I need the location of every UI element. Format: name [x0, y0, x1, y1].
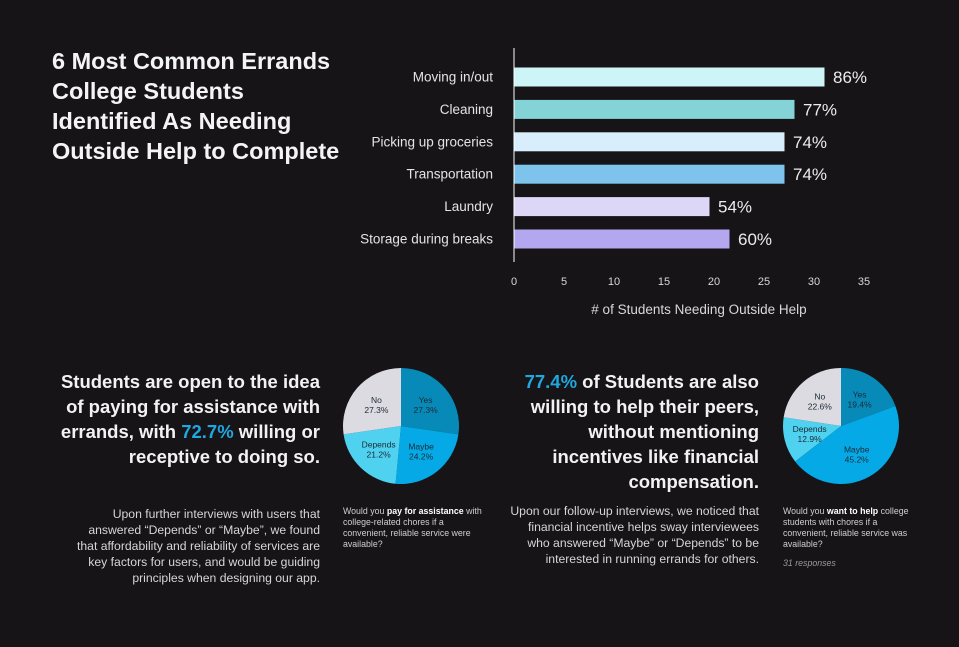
pie-label: Yes 27.3% — [414, 395, 439, 415]
claim-paying-text: Students are open to the idea of paying … — [60, 371, 320, 442]
data-label: 86% — [833, 68, 867, 87]
q2-bold: want to help — [826, 506, 879, 516]
pie-slice-yes — [841, 368, 896, 426]
pie-slice-depends — [343, 426, 401, 484]
x-tick-label: 20 — [708, 276, 720, 288]
claim-paying: Students are open to the idea of paying … — [60, 369, 320, 469]
pie-label: No 27.3% — [364, 395, 389, 415]
category-label: Transportation — [406, 167, 493, 182]
bar-transportation — [514, 164, 785, 184]
pie-slice-maybe — [395, 426, 459, 484]
bar-chart-bars — [514, 67, 825, 249]
pie-chart-paying: Yes 27.3% Maybe 24.2% Depends 21.2% No 27.3% — [342, 368, 460, 484]
bar-cleaning — [514, 99, 795, 119]
category-label: Storage during breaks — [360, 232, 493, 247]
x-axis-label: # of Students Needing Outside Help — [591, 302, 806, 317]
data-label: 74% — [793, 133, 827, 152]
claim-helping-highlight: 77.4% — [524, 371, 578, 392]
data-label: 74% — [793, 165, 827, 184]
page-title: 6 Most Common Errands College Students I… — [52, 48, 340, 164]
claim-helping-text: of Students are also willing to help the… — [530, 371, 759, 492]
category-label: Picking up groceries — [371, 134, 493, 149]
pie-label: Depends 12.9% — [793, 424, 827, 444]
claim-helping: 77.4% of Students are also willing to he… — [495, 369, 759, 494]
bar-laundry — [514, 197, 710, 217]
q2-text-end: college students with chores if a conven… — [783, 506, 909, 549]
survey-question-helping: Would you want to help college students … — [783, 506, 913, 550]
bar-moving-in-out — [514, 67, 825, 87]
q1-bold: pay for assistance — [386, 506, 464, 516]
note-paying: Upon further interviews with users that … — [77, 507, 320, 585]
data-label: 60% — [738, 230, 772, 249]
survey-question-paying: Would you pay for assistance with colleg… — [343, 506, 483, 550]
x-tick-label: 25 — [758, 276, 770, 288]
bar-chart-text: 0 5 10 15 20 25 30 35 Moving in/out 86% Cleaning 77… — [360, 68, 870, 317]
pie-chart-helping: Yes 19.4% Maybe 45.2% Depends 12.9% No 22.6% — [782, 368, 900, 485]
bar-picking-up-groceries — [514, 132, 785, 152]
pie-label: No 22.6% — [808, 391, 833, 411]
q1-text: Would you — [343, 506, 387, 516]
q2-text: Would you — [783, 506, 827, 516]
category-label: Laundry — [444, 199, 493, 214]
category-label: Cleaning — [440, 102, 493, 117]
data-label: 54% — [718, 198, 752, 217]
pie-label: Maybe 45.2% — [844, 444, 870, 464]
pie-slice-maybe — [795, 405, 900, 485]
x-tick-label: 15 — [658, 276, 670, 288]
bar-storage-during-breaks — [514, 229, 730, 249]
pie-label: Yes 19.4% — [848, 389, 873, 409]
note-helping: Upon our follow-up interviews, we notice… — [510, 504, 759, 566]
x-tick-label: 0 — [511, 276, 517, 288]
x-tick-label: 5 — [561, 276, 567, 288]
pie-slice-depends — [782, 417, 841, 462]
data-label: 77% — [803, 100, 837, 119]
pie-slice-no — [342, 368, 401, 435]
q1-text-end: with college-related chores if a conveni… — [343, 506, 482, 549]
category-label: Moving in/out — [413, 70, 494, 85]
claim-paying-highlight: 72.7% — [181, 421, 234, 442]
bar-chart: 0 5 10 15 20 25 30 35 Moving in/out 86% Cleaning 77… — [360, 48, 870, 317]
pie-label: Maybe 24.2% — [408, 442, 434, 462]
x-tick-label: 10 — [608, 276, 620, 288]
claim-paying-text-end: willing or receptive to doing so. — [128, 421, 320, 467]
pie-slice-no — [783, 368, 841, 426]
pie-slice-yes — [401, 368, 460, 435]
pie-label: Depends 21.2% — [362, 440, 396, 460]
x-tick-label: 35 — [858, 276, 870, 288]
x-tick-label: 30 — [808, 276, 820, 288]
response-count: 31 responses — [783, 558, 836, 568]
